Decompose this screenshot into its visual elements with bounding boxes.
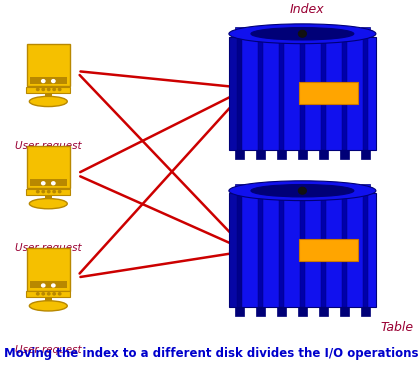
Circle shape bbox=[58, 88, 61, 91]
FancyBboxPatch shape bbox=[321, 193, 326, 307]
Circle shape bbox=[37, 293, 39, 295]
Circle shape bbox=[37, 88, 39, 91]
Circle shape bbox=[299, 187, 306, 194]
FancyBboxPatch shape bbox=[277, 27, 286, 36]
FancyBboxPatch shape bbox=[340, 150, 349, 159]
FancyBboxPatch shape bbox=[235, 307, 244, 316]
FancyBboxPatch shape bbox=[363, 193, 368, 307]
FancyBboxPatch shape bbox=[29, 77, 67, 84]
FancyBboxPatch shape bbox=[237, 193, 242, 307]
FancyBboxPatch shape bbox=[229, 36, 242, 150]
Circle shape bbox=[53, 88, 55, 91]
FancyBboxPatch shape bbox=[26, 291, 70, 297]
Circle shape bbox=[42, 293, 45, 295]
Circle shape bbox=[53, 293, 55, 295]
FancyBboxPatch shape bbox=[26, 87, 70, 93]
Text: User request: User request bbox=[15, 141, 81, 150]
FancyBboxPatch shape bbox=[299, 239, 357, 261]
Circle shape bbox=[52, 80, 55, 82]
FancyBboxPatch shape bbox=[235, 184, 244, 193]
FancyBboxPatch shape bbox=[258, 36, 263, 150]
FancyBboxPatch shape bbox=[256, 150, 265, 159]
FancyBboxPatch shape bbox=[319, 27, 328, 36]
Ellipse shape bbox=[29, 199, 67, 209]
Circle shape bbox=[53, 191, 55, 193]
FancyBboxPatch shape bbox=[45, 297, 52, 304]
FancyBboxPatch shape bbox=[279, 193, 284, 307]
FancyBboxPatch shape bbox=[256, 184, 265, 193]
Ellipse shape bbox=[29, 96, 67, 107]
FancyBboxPatch shape bbox=[229, 193, 242, 307]
FancyBboxPatch shape bbox=[319, 150, 328, 159]
FancyBboxPatch shape bbox=[235, 27, 244, 36]
FancyBboxPatch shape bbox=[361, 307, 370, 316]
FancyBboxPatch shape bbox=[319, 307, 328, 316]
FancyBboxPatch shape bbox=[340, 184, 349, 193]
Circle shape bbox=[42, 284, 45, 287]
Circle shape bbox=[299, 30, 306, 37]
Circle shape bbox=[52, 284, 55, 287]
FancyBboxPatch shape bbox=[258, 193, 263, 307]
FancyBboxPatch shape bbox=[277, 184, 286, 193]
Circle shape bbox=[58, 191, 61, 193]
FancyBboxPatch shape bbox=[45, 195, 52, 202]
Text: User request: User request bbox=[15, 345, 81, 355]
Ellipse shape bbox=[251, 27, 354, 40]
FancyBboxPatch shape bbox=[256, 307, 265, 316]
FancyBboxPatch shape bbox=[256, 27, 265, 36]
FancyBboxPatch shape bbox=[27, 44, 70, 86]
FancyBboxPatch shape bbox=[27, 248, 70, 291]
Circle shape bbox=[37, 191, 39, 193]
FancyBboxPatch shape bbox=[321, 36, 326, 150]
FancyBboxPatch shape bbox=[237, 36, 242, 150]
FancyBboxPatch shape bbox=[277, 307, 286, 316]
FancyBboxPatch shape bbox=[300, 193, 305, 307]
Circle shape bbox=[47, 88, 50, 91]
Circle shape bbox=[42, 182, 45, 185]
Circle shape bbox=[42, 80, 45, 82]
FancyBboxPatch shape bbox=[298, 184, 307, 193]
FancyBboxPatch shape bbox=[229, 193, 376, 307]
Ellipse shape bbox=[229, 24, 376, 44]
FancyBboxPatch shape bbox=[298, 307, 307, 316]
FancyBboxPatch shape bbox=[319, 184, 328, 193]
FancyBboxPatch shape bbox=[342, 193, 347, 307]
Ellipse shape bbox=[251, 184, 354, 197]
Circle shape bbox=[42, 88, 45, 91]
FancyBboxPatch shape bbox=[279, 36, 284, 150]
Circle shape bbox=[52, 182, 55, 185]
FancyBboxPatch shape bbox=[298, 150, 307, 159]
FancyBboxPatch shape bbox=[29, 281, 67, 288]
FancyBboxPatch shape bbox=[361, 27, 370, 36]
FancyBboxPatch shape bbox=[361, 184, 370, 193]
Circle shape bbox=[47, 293, 50, 295]
Text: User request: User request bbox=[15, 243, 81, 253]
FancyBboxPatch shape bbox=[29, 179, 67, 186]
FancyBboxPatch shape bbox=[26, 189, 70, 195]
Circle shape bbox=[47, 191, 50, 193]
FancyBboxPatch shape bbox=[361, 150, 370, 159]
Circle shape bbox=[58, 293, 61, 295]
FancyBboxPatch shape bbox=[340, 307, 349, 316]
FancyBboxPatch shape bbox=[342, 36, 347, 150]
FancyBboxPatch shape bbox=[27, 146, 70, 188]
Ellipse shape bbox=[29, 301, 67, 311]
FancyBboxPatch shape bbox=[45, 93, 52, 100]
Text: Index: Index bbox=[289, 3, 324, 16]
Circle shape bbox=[42, 191, 45, 193]
FancyBboxPatch shape bbox=[363, 36, 368, 150]
FancyBboxPatch shape bbox=[299, 82, 357, 104]
FancyBboxPatch shape bbox=[235, 150, 244, 159]
Text: Table: Table bbox=[380, 321, 413, 334]
Ellipse shape bbox=[229, 181, 376, 201]
FancyBboxPatch shape bbox=[340, 27, 349, 36]
FancyBboxPatch shape bbox=[298, 27, 307, 36]
FancyBboxPatch shape bbox=[300, 36, 305, 150]
Text: Moving the index to a different disk divides the I/O operations across the disks: Moving the index to a different disk div… bbox=[4, 346, 420, 360]
FancyBboxPatch shape bbox=[229, 36, 376, 150]
FancyBboxPatch shape bbox=[277, 150, 286, 159]
